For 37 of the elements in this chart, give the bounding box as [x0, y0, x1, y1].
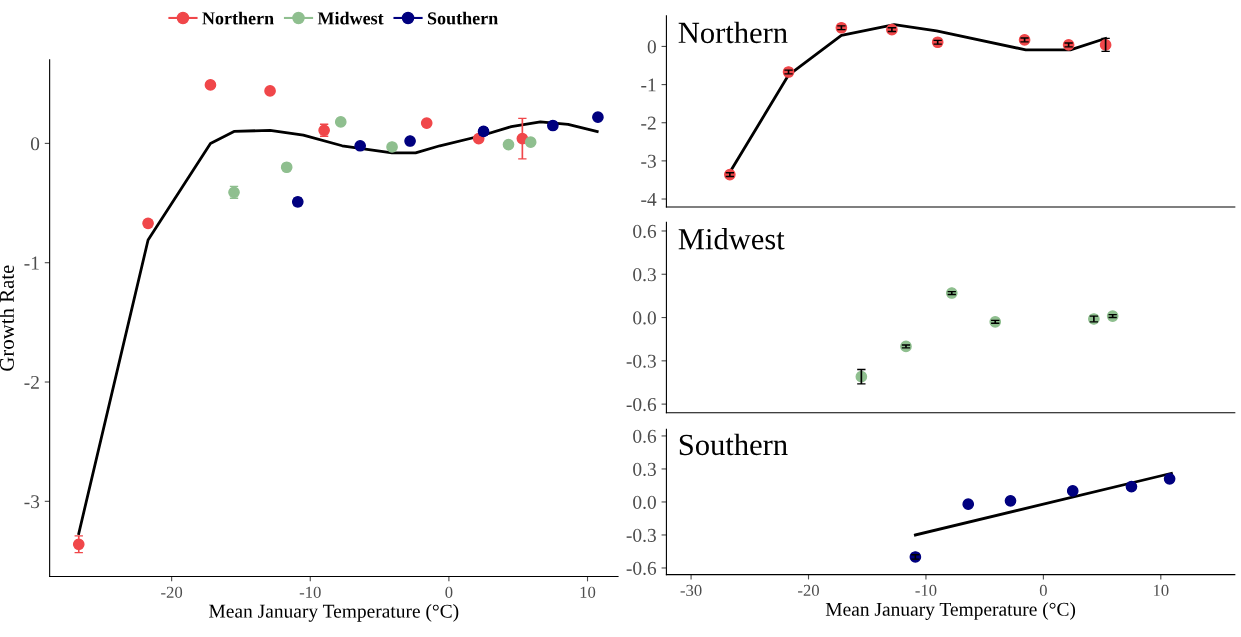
x-tick-label: -20 — [798, 584, 819, 597]
y-tick-label: -0.6 — [626, 397, 657, 412]
y-axis-title: Growth Rate — [0, 265, 14, 371]
x-tick-label: 0 — [1039, 584, 1047, 597]
x-axis-title: Mean January Temperature (°C) — [209, 604, 459, 622]
x-axis-title: Mean January Temperature (°C) — [825, 602, 1076, 620]
y-tick-label: 0.3 — [633, 462, 656, 476]
y-tick-label: -0.3 — [626, 528, 656, 542]
y-tick-label: -0.6 — [626, 561, 657, 575]
chart-title: Northern — [678, 21, 788, 44]
y-tick-label: 0.6 — [633, 429, 657, 443]
y-tick-label: -1 — [24, 256, 39, 270]
y-tick-label: 0 — [30, 137, 40, 151]
y-tick-label: -3 — [641, 154, 656, 168]
x-tick-label: -30 — [680, 584, 702, 597]
y-tick-label: -1 — [641, 78, 656, 92]
legend-label: Southern — [427, 11, 498, 25]
x-tick-label: 0 — [445, 586, 453, 598]
chart-title: Midwest — [678, 228, 785, 250]
y-tick-label: 0.0 — [633, 311, 656, 325]
y-tick-label: -2 — [24, 375, 39, 389]
legend-label: Northern — [202, 11, 274, 25]
x-tick-label: -20 — [161, 586, 183, 598]
y-tick-label: -4 — [641, 192, 657, 206]
y-tick-label: 0.0 — [633, 495, 656, 509]
y-tick-label: -0.3 — [626, 354, 656, 368]
y-tick-label: -3 — [24, 495, 40, 509]
x-tick-label: -10 — [915, 584, 937, 597]
y-tick-label: 0.6 — [633, 224, 657, 238]
y-tick-label: 0.3 — [633, 268, 656, 282]
y-tick-label: -2 — [641, 116, 656, 130]
legend-label: Midwest — [317, 11, 384, 25]
chart-title: Southern — [679, 433, 788, 456]
x-tick-label: 10 — [1153, 584, 1169, 597]
y-tick-label: 0 — [647, 40, 656, 54]
x-tick-label: 10 — [580, 586, 596, 598]
x-tick-label: -10 — [299, 586, 321, 598]
